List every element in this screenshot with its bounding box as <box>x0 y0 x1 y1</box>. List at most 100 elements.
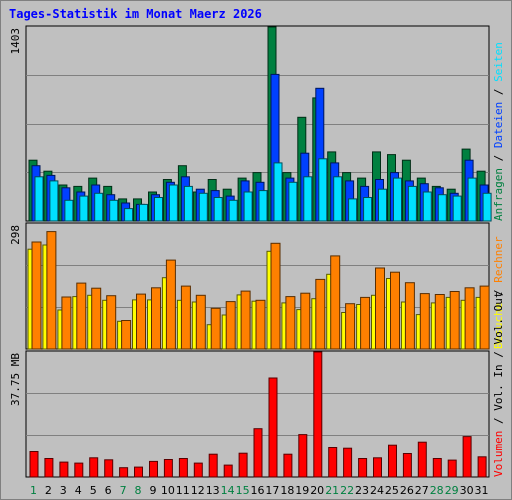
legend-item-besuche: Besuche <box>492 303 505 349</box>
bar-rechner-day-26 <box>404 282 415 350</box>
legend-item-anfragen: Anfragen <box>492 168 505 221</box>
bar-seiten-day-7 <box>124 208 134 222</box>
bar-seiten-day-17 <box>273 162 283 222</box>
legend-item-rechner: Rechner <box>492 236 505 283</box>
bar-rechner-day-10 <box>165 259 176 350</box>
x-tick-label-day-12: 12 <box>191 484 205 497</box>
bar-volumen-day-12 <box>193 462 203 478</box>
x-tick-label-day-30: 30 <box>460 484 474 497</box>
legend-item-vol-out: Vol. Out <box>492 292 505 345</box>
bar-volumen-day-30 <box>462 436 472 478</box>
bar-volumen-day-20 <box>313 351 323 478</box>
bar-rechner-day-20 <box>315 278 326 350</box>
bar-volumen-day-6 <box>104 459 114 478</box>
bar-volumen-day-2 <box>44 458 54 478</box>
bar-seiten-day-30 <box>467 177 477 222</box>
x-tick-label-day-4: 4 <box>75 484 82 497</box>
y-axis-max-label: 37.75 MB <box>9 353 22 406</box>
bar-seiten-day-8 <box>139 203 148 222</box>
bar-rechner-day-3 <box>61 296 72 350</box>
legend-item-dateien: Dateien <box>492 102 505 148</box>
bar-rechner-day-14 <box>225 301 236 350</box>
bar-rechner-day-7 <box>121 320 132 350</box>
bar-seiten-day-18 <box>288 181 298 222</box>
bar-volumen-day-10 <box>163 459 173 478</box>
x-tick-label-day-1: 1 <box>30 484 37 497</box>
legend-separator: / <box>492 283 505 303</box>
legend-separator: / <box>492 345 505 365</box>
bar-seiten-day-22 <box>348 198 358 222</box>
x-tick-label-day-2: 2 <box>45 484 52 497</box>
bar-seiten-day-21 <box>333 176 343 222</box>
bar-rechner-day-4 <box>76 282 87 350</box>
bar-volumen-day-23 <box>358 458 368 478</box>
bar-seiten-day-12 <box>198 192 208 222</box>
bar-volumen-day-11 <box>178 458 188 478</box>
bar-rechner-day-31 <box>479 285 490 350</box>
legend-item-vol-in: Vol. In <box>492 364 505 410</box>
bar-seiten-day-2 <box>49 180 59 222</box>
x-tick-label-day-24: 24 <box>370 484 384 497</box>
bar-seiten-day-26 <box>407 185 417 222</box>
y-axis-max-label: 1403 <box>9 28 22 55</box>
chart-title: Tages-Statistik im Monat Maerz 2026 <box>9 7 262 21</box>
bar-volumen-day-15 <box>238 452 248 478</box>
x-tick-label-day-19: 19 <box>295 484 309 497</box>
bar-volumen-day-7 <box>119 467 129 478</box>
bar-rechner-day-12 <box>195 294 206 350</box>
x-tick-label-day-3: 3 <box>60 484 67 497</box>
legend-item-seiten: Seiten <box>492 42 505 82</box>
bar-rechner-day-2 <box>46 231 57 350</box>
bar-volumen-day-28 <box>432 458 442 478</box>
bar-seiten-day-10 <box>168 184 178 222</box>
x-tick-label-day-25: 25 <box>385 484 399 497</box>
x-tick-label-day-10: 10 <box>161 484 175 497</box>
x-tick-label-day-27: 27 <box>415 484 429 497</box>
bar-rechner-day-15 <box>240 290 251 350</box>
bar-seiten-day-14 <box>228 199 238 222</box>
bar-seiten-day-11 <box>183 185 193 222</box>
bar-seiten-day-4 <box>79 195 89 222</box>
bar-volumen-day-17 <box>268 377 278 478</box>
bar-seiten-day-9 <box>154 197 163 222</box>
bar-rechner-day-24 <box>375 267 385 350</box>
bar-volumen-day-29 <box>447 459 457 478</box>
bar-seiten-day-1 <box>34 176 44 222</box>
bar-volumen-day-13 <box>208 453 218 478</box>
bar-rechner-day-5 <box>91 287 102 350</box>
legend-bottom: Volumen / Vol. In / Vol. Out <box>492 292 505 477</box>
x-tick-label-day-22: 22 <box>340 484 354 497</box>
panel-visits: 298 <box>9 222 490 350</box>
y-axis-max-label: 298 <box>9 225 22 245</box>
x-tick-label-day-15: 15 <box>236 484 250 497</box>
bar-volumen-day-19 <box>298 434 308 478</box>
bar-rechner-day-1 <box>31 241 42 350</box>
legend-separator: / <box>492 411 505 431</box>
bar-rechner-day-29 <box>449 291 460 350</box>
bar-seiten-day-3 <box>64 199 74 222</box>
legend-top: Anfragen / Dateien / Seiten <box>492 42 505 221</box>
bar-rechner-day-9 <box>151 287 161 350</box>
x-tick-label-day-20: 20 <box>310 484 324 497</box>
bar-rechner-day-25 <box>390 271 400 350</box>
bar-volumen-day-25 <box>388 444 397 478</box>
bar-volumen-day-14 <box>223 464 233 478</box>
bar-rechner-day-27 <box>419 293 430 350</box>
right-legend: Anfragen / Dateien / Seiten Besuche / Rec… <box>492 42 505 477</box>
legend-item-volumen: Volumen <box>492 431 505 477</box>
x-tick-label-day-8: 8 <box>135 484 142 497</box>
x-tick-label-day-29: 29 <box>445 484 459 497</box>
bar-seiten-day-13 <box>213 197 223 222</box>
x-tick-label-day-26: 26 <box>400 484 414 497</box>
bar-rechner-day-6 <box>106 295 117 350</box>
bar-seiten-day-19 <box>303 176 313 222</box>
bar-rechner-day-13 <box>210 307 221 350</box>
bar-rechner-day-30 <box>464 287 475 350</box>
bar-rechner-day-8 <box>136 293 146 350</box>
bar-seiten-day-31 <box>482 192 492 222</box>
x-tick-label-day-7: 7 <box>120 484 127 497</box>
x-tick-label-day-13: 13 <box>206 484 220 497</box>
bar-volumen-day-8 <box>134 466 143 478</box>
